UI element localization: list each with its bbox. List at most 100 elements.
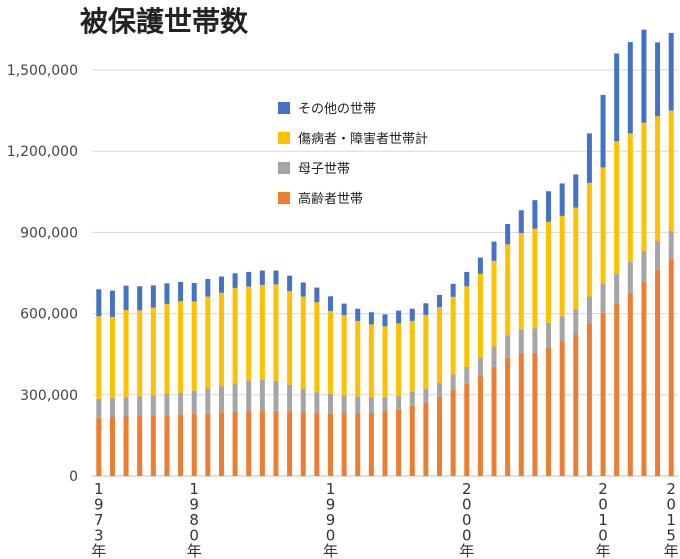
bar-segment [450, 283, 456, 297]
bar-segment [532, 328, 538, 353]
bar-segment [109, 290, 115, 317]
bar-segment [109, 398, 115, 417]
bar-segment [368, 412, 374, 476]
bar-segment [396, 395, 402, 410]
bar-segment [586, 296, 592, 324]
y-tick-label: 300,000 [20, 388, 78, 404]
bar-segment [464, 271, 470, 287]
bar-segment [164, 414, 170, 476]
bar-segment [341, 303, 347, 316]
bar-segment [150, 285, 156, 308]
y-tick-label: 1,500,000 [7, 63, 78, 79]
bar-segment [477, 257, 483, 274]
bar-segment [450, 296, 456, 375]
legend-label: 母子世帯 [298, 162, 350, 177]
bar-segment [191, 413, 197, 476]
bar-segment [109, 416, 115, 476]
bar-segment [327, 393, 333, 414]
bar-segment [491, 346, 497, 367]
bar-segment [178, 281, 184, 302]
bar-segment [218, 386, 224, 413]
legend-swatch [278, 162, 290, 174]
y-tick-label: 600,000 [20, 307, 78, 323]
bar-segment [382, 314, 388, 327]
bar-segment [205, 388, 211, 414]
bar-segment [287, 291, 293, 385]
bar-segment [191, 283, 197, 302]
bar-segment [546, 322, 552, 348]
bar-segment [586, 323, 592, 476]
bar-segment [232, 411, 238, 476]
bar-segment [614, 53, 620, 142]
bar-segment [341, 395, 347, 414]
bar-segment [232, 383, 238, 412]
bar-segment [273, 380, 279, 411]
bar-segment [150, 415, 156, 476]
bar-segment [423, 402, 429, 476]
bar-segment [600, 283, 606, 313]
bar-segment [491, 260, 497, 347]
bar-segment [314, 412, 320, 476]
bar-segment [300, 412, 306, 476]
bar-segment [205, 278, 211, 297]
bar-segment [178, 392, 184, 415]
bar-segment [205, 296, 211, 389]
bar-segment [627, 133, 633, 262]
bar-segment [518, 210, 524, 233]
bar-segment [273, 284, 279, 381]
bar-segment [273, 270, 279, 285]
bar-segment [614, 273, 620, 304]
bar-segment [409, 320, 415, 392]
bar-segment [259, 379, 265, 411]
bar-segment [137, 396, 143, 416]
bar-segment [559, 341, 565, 476]
bar-segment [423, 303, 429, 315]
bar-segment [437, 382, 443, 398]
y-tick-label: 1,200,000 [7, 144, 78, 160]
legend-label: その他の世帯 [298, 102, 376, 117]
bar-segment [396, 323, 402, 396]
bar-segment [178, 301, 184, 393]
bar-segment [96, 316, 102, 399]
bar-segment [614, 141, 620, 274]
bar-segment [368, 397, 374, 413]
bar-segment [396, 310, 402, 324]
bar-segment [300, 388, 306, 413]
bar-segment [273, 410, 279, 476]
bar-segment [218, 412, 224, 476]
bar-segment [300, 282, 306, 297]
bar-segment [341, 413, 347, 476]
bar-segment [164, 393, 170, 415]
bar-segment [396, 409, 402, 476]
bar-segment [477, 273, 483, 358]
bar-segment [655, 116, 661, 242]
bar-segment [327, 296, 333, 311]
bar-segment [655, 241, 661, 271]
bar-segment [546, 347, 552, 476]
bar-segment [586, 182, 592, 297]
bar-segment [137, 286, 143, 311]
bar-segment [96, 398, 102, 418]
legend-swatch [278, 192, 290, 204]
bar-segment [546, 191, 552, 222]
bar-segment [150, 395, 156, 416]
bar-segment [246, 286, 252, 381]
bar-segment [464, 366, 470, 384]
bar-segment [668, 32, 674, 111]
bar-segment [327, 413, 333, 476]
bar-segment [314, 287, 320, 303]
bar-segment [505, 357, 511, 476]
bar-segment [137, 415, 143, 476]
bar-segment [450, 374, 456, 390]
bar-segment [505, 244, 511, 336]
y-tick-label: 0 [69, 469, 78, 485]
bar-segment [355, 413, 361, 476]
bar-segment [532, 352, 538, 476]
bar-segment [532, 228, 538, 329]
bar-segment [287, 384, 293, 412]
